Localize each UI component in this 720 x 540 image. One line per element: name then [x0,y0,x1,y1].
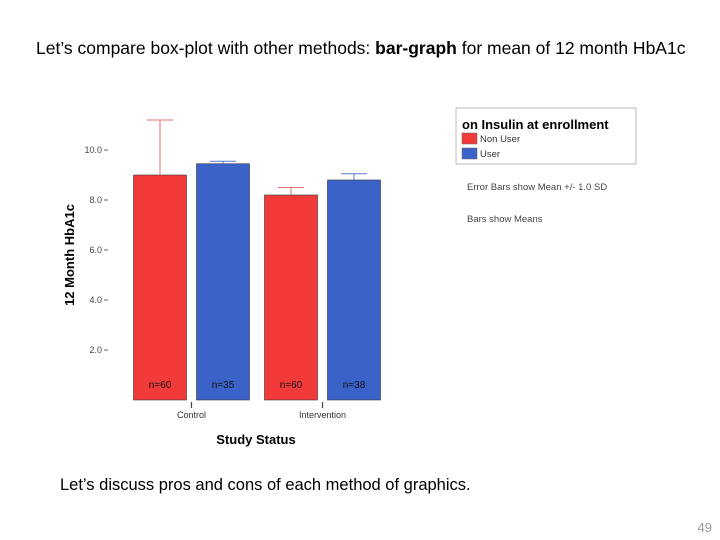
y-tick-label-2: 6.0 [89,245,102,255]
y-axis-label: 12 Month HbA1c [62,204,77,306]
x-axis-label: Study Status [216,432,295,447]
plot-area: 2.0 4.0 6.0 8.0 10.0 n=60 n=35 Control n=60 n=38 I… [84,119,381,420]
legend-swatch-non-user [461,132,478,145]
legend-swatch-user [461,147,478,160]
n-label-control-user: n=35 [212,380,235,391]
y-tick-label-0: 2.0 [89,345,102,355]
title-prefix: Let’s compare box-plot with other method… [36,38,376,58]
page-number: 49 [697,520,712,535]
n-label-control-non-user: n=60 [149,380,172,391]
title-suffix: for mean of 12 month HbA1c [456,38,686,58]
bar-intervention-user [327,179,381,401]
bar-intervention-non-user [264,194,318,401]
y-tick-label-1: 4.0 [89,295,102,305]
legend-label-user: User [480,149,500,160]
note-error-bars: Error Bars show Mean +/- 1.0 SD [467,182,607,193]
discussion-text: Let’s discuss pros and cons of each meth… [60,476,471,494]
legend: on Insulin at enrollment Non User User [455,107,637,165]
note-bars-means: Bars show Means [467,214,543,225]
title-bold: bar-graph [375,38,457,58]
x-tick-label-intervention: Intervention [299,410,346,420]
n-label-intervention-user: n=38 [343,380,366,391]
bar-control-non-user [133,174,187,401]
slide-title: Let’s compare box-plot with other method… [36,36,696,60]
y-tick-label-4: 10.0 [84,145,102,155]
x-tick-label-control: Control [177,410,206,420]
legend-title: on Insulin at enrollment [462,117,609,132]
y-tick-label-3: 8.0 [89,195,102,205]
bar-control-user [196,163,250,401]
n-label-intervention-non-user: n=60 [280,380,303,391]
legend-box [455,107,637,165]
legend-label-non-user: Non User [480,134,520,145]
